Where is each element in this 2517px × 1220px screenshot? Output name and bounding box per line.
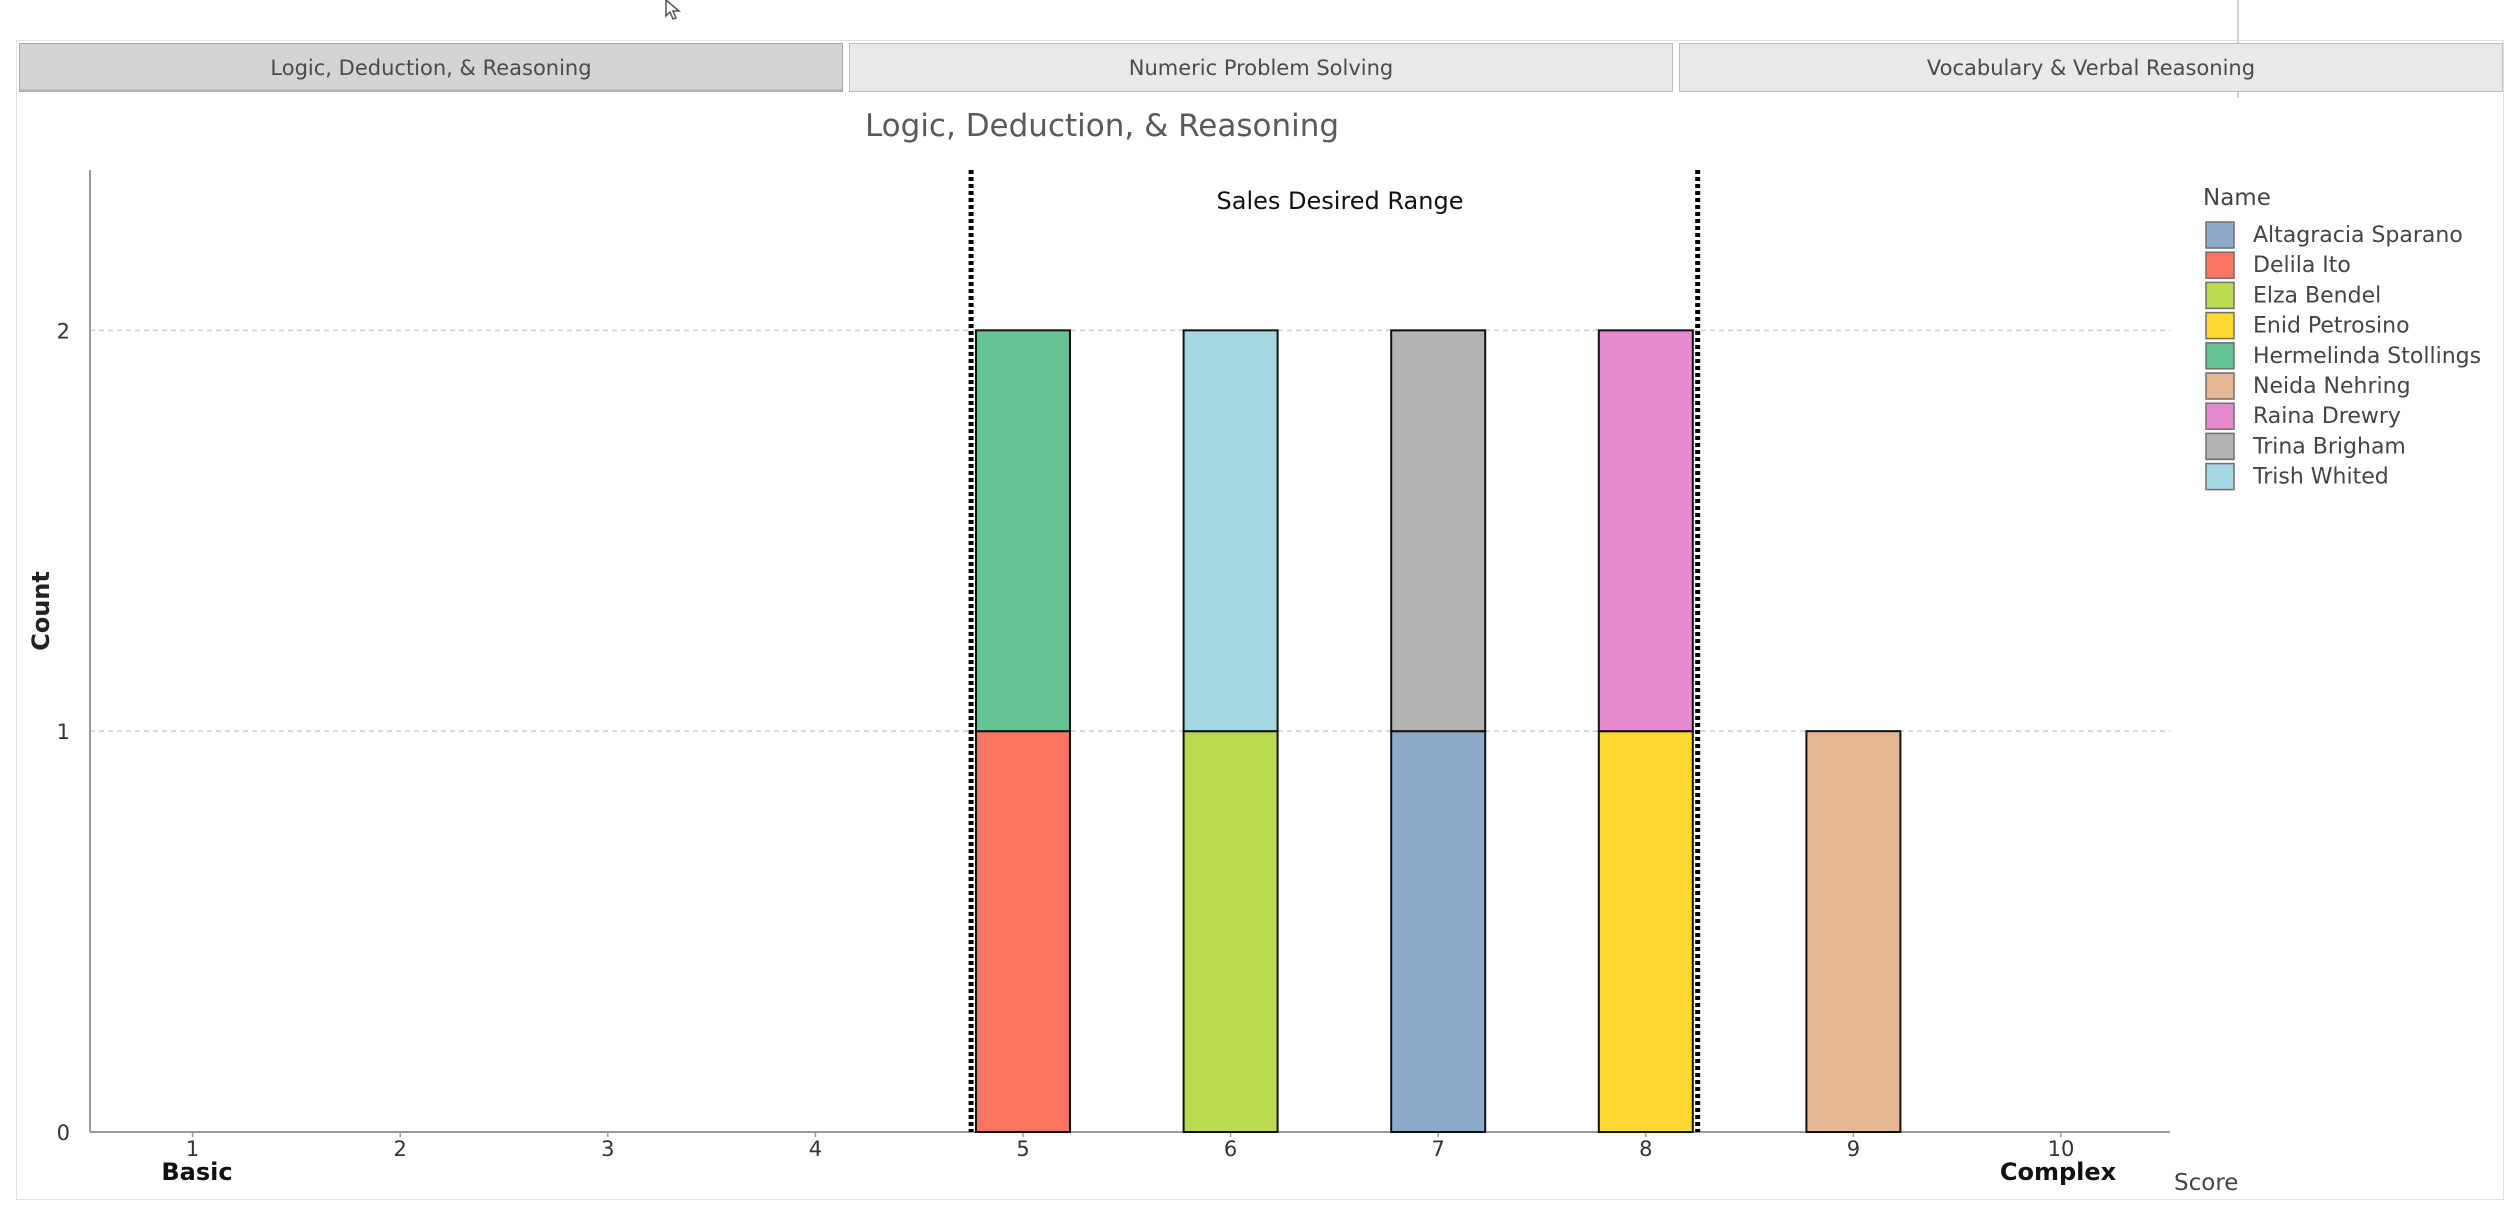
x-tick-label: 2 xyxy=(394,1137,407,1161)
legend-swatch xyxy=(2205,221,2235,249)
legend-swatch xyxy=(2205,281,2235,310)
bar-segment-7-trina-brigham xyxy=(1390,329,1487,733)
legend-label: Hermelinda Stollings xyxy=(2253,344,2481,369)
legend-swatch xyxy=(2205,251,2235,279)
legend-label: Delila Ito xyxy=(2253,253,2351,278)
bars xyxy=(975,329,1902,1134)
legend-label: Elza Bendel xyxy=(2253,283,2381,308)
x-tick-label: 3 xyxy=(601,1137,614,1161)
legend-label: Neida Nehring xyxy=(2253,374,2411,399)
x-tick-label: 1 xyxy=(186,1137,199,1161)
annotation-lines xyxy=(968,170,1701,1132)
x-tick-label: 4 xyxy=(809,1137,822,1161)
chart-title: Logic, Deduction, & Reasoning xyxy=(865,108,1339,144)
y-tick-label: 0 xyxy=(57,1121,70,1145)
legend-swatch xyxy=(2205,462,2235,491)
legend-swatch xyxy=(2205,342,2235,370)
y-tick-label: 2 xyxy=(57,319,70,343)
legend-label: Altagracia Sparano xyxy=(2253,223,2463,248)
x-tick-label: 5 xyxy=(1016,1137,1029,1161)
legend-swatch xyxy=(2205,372,2235,400)
x-tick-label: 10 xyxy=(2048,1137,2075,1161)
bar-segment-8-raina-drewry xyxy=(1597,329,1694,733)
x-label-complex: Complex xyxy=(2000,1158,2117,1186)
legend-label: Raina Drewry xyxy=(2253,404,2401,429)
legend-label: Trish Whited xyxy=(2252,465,2389,490)
bar-segment-8-enid-petrosino xyxy=(1597,730,1694,1134)
x-tick-label: 7 xyxy=(1432,1137,1445,1161)
bar-segment-7-altagracia-sparano xyxy=(1390,730,1487,1134)
y-tick-label: 1 xyxy=(57,720,70,744)
bar-segment-9-neida-nehring xyxy=(1805,730,1902,1134)
legend-label: Enid Petrosino xyxy=(2253,314,2410,339)
tab-vocabulary-verbal-reasoning[interactable]: Vocabulary & Verbal Reasoning xyxy=(1679,43,2503,92)
legend-swatch xyxy=(2205,402,2235,430)
bar-segment-5-delila-ito xyxy=(975,730,1071,1134)
x-axis-label: Score xyxy=(2174,1170,2238,1196)
gridlines xyxy=(90,329,2170,732)
bar-segment-5-hermelinda-stollings xyxy=(975,329,1071,733)
y-axis-label: Count xyxy=(27,571,55,651)
chart-panel xyxy=(16,40,2504,1200)
bar-segment-6-trish-whited xyxy=(1182,329,1279,733)
tab-numeric-problem-solving[interactable]: Numeric Problem Solving xyxy=(849,43,1673,92)
tab-logic-deduction-reasoning[interactable]: Logic, Deduction, & Reasoning xyxy=(19,43,843,92)
legend-label: Trina Brigham xyxy=(2252,434,2406,459)
x-tick-label: 6 xyxy=(1224,1137,1237,1161)
tab-bar: Logic, Deduction, & Reasoning Numeric Pr… xyxy=(19,43,2503,92)
x-label-basic: Basic xyxy=(161,1158,232,1186)
x-tick-label: 8 xyxy=(1639,1137,1652,1161)
legend-title: Name xyxy=(2203,185,2271,211)
legend-swatch xyxy=(2205,311,2235,340)
legend: Altagracia Sparano Delila Ito Elza Bendel E… xyxy=(2205,221,2481,491)
annotation-sales-desired-range: Sales Desired Range xyxy=(1217,187,1464,215)
bar-segment-6-elza-bendel xyxy=(1182,730,1279,1134)
x-tick-label: 9 xyxy=(1847,1137,1860,1161)
legend-swatch xyxy=(2205,432,2235,461)
mouse-cursor-icon xyxy=(665,0,682,20)
